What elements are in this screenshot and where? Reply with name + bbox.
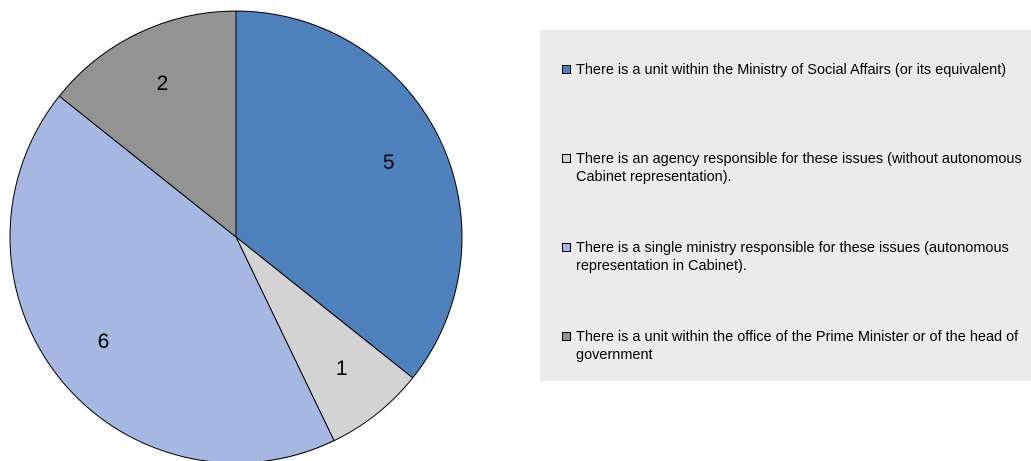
legend-swatch-pm-office-unit: [562, 332, 571, 341]
chart-legend: There is a unit within the Ministry of S…: [540, 30, 1031, 381]
pie-data-labels: 5 1 6 2: [98, 72, 395, 380]
data-label-pm-office-unit: 2: [157, 72, 169, 95]
legend-swatch-ministry-unit: [562, 65, 571, 74]
legend-item-agency: There is an agency responsible for these…: [562, 150, 1022, 186]
legend-swatch-agency: [562, 154, 571, 163]
data-label-agency: 1: [336, 357, 348, 380]
legend-item-single-ministry: There is a single ministry responsible f…: [562, 239, 1022, 275]
legend-label-ministry-unit: There is a unit within the Ministry of S…: [576, 62, 1007, 78]
data-label-single-ministry: 6: [98, 330, 110, 353]
legend-label-single-ministry: There is a single ministry responsible f…: [576, 240, 1009, 274]
legend-label-agency: There is an agency responsible for these…: [576, 151, 1022, 185]
pie-slice-ministry-unit: [235, 10, 463, 379]
pie-slice-single-ministry: [9, 95, 335, 461]
legend-label-pm-office-unit: There is a unit within the office of the…: [576, 329, 1019, 363]
pie-slice-pm-office-unit: [58, 10, 237, 239]
pie-chart: 5 1 6 2: [9, 10, 463, 461]
legend-item-ministry-unit: There is a unit within the Ministry of S…: [562, 61, 1022, 79]
pie-slice-agency: [235, 236, 414, 442]
legend-swatch-single-ministry: [562, 243, 571, 252]
data-label-ministry-unit: 5: [383, 151, 395, 174]
pie-slices: [9, 10, 463, 461]
legend-item-pm-office-unit: There is a unit within the office of the…: [562, 328, 1022, 364]
